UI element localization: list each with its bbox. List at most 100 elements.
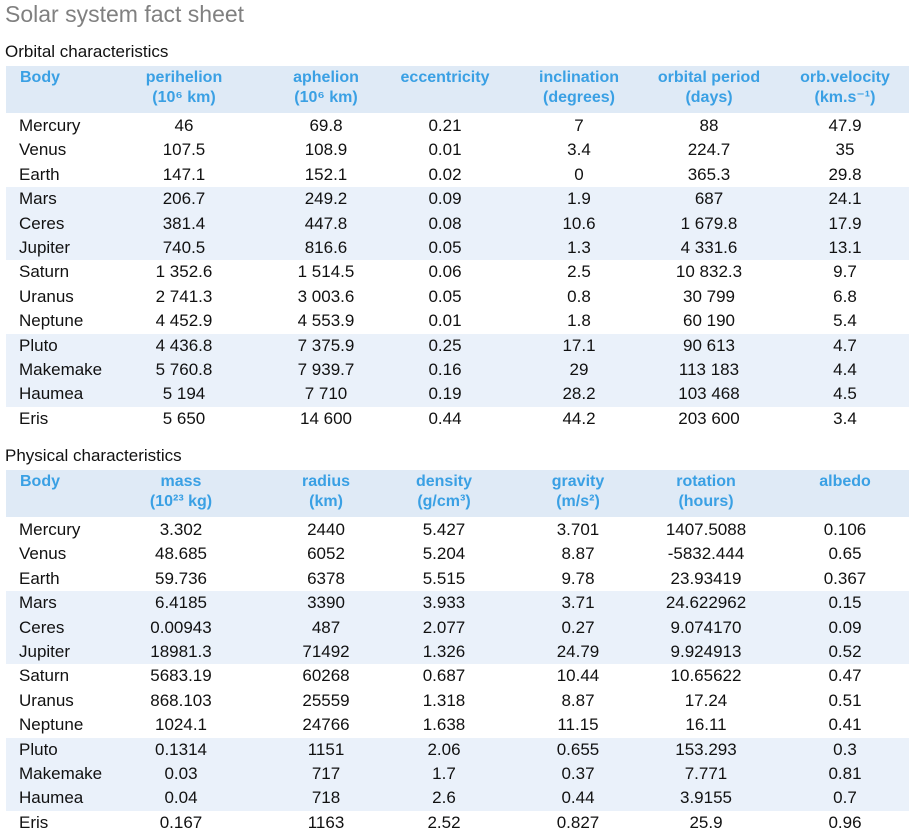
orbital-cell-aphelion: 3 003.6 [297,286,355,306]
physical-cell-albedo: 0.41 [828,715,862,735]
orbital-cell-orbital-period: 224.7 [687,140,731,160]
orbital-cell-aphelion: 1 514.5 [297,262,355,282]
physical-cell-rotation: 3.9155 [680,788,732,808]
orbital-cell-aphelion: 108.9 [304,140,348,160]
orbital-cell-inclination: 10.6 [562,213,596,233]
physical-cell-gravity: 24.79 [556,641,600,661]
orbital-table-row: Mars 206.7 249.2 0.09 1.9 687 24.1 [6,187,909,212]
physical-cell-body: Neptune [19,715,84,735]
physical-cell-rotation: -5832.444 [667,544,745,564]
physical-cell-mass: 0.04 [164,788,198,808]
orbital-cell-aphelion: 4 553.9 [297,311,355,331]
orbital-cell-perihelion: 381.4 [162,213,206,233]
physical-table-body: Mercury 3.302 2440 5.427 3.701 1407.5088 0.106… [6,518,909,835]
orbital-cell-inclination: 0.8 [567,286,591,306]
orbital-cell-orbital-period: 203 600 [678,408,740,428]
physical-cell-radius: 24766 [302,715,350,735]
physical-header-rotation: rotation (hours) [676,473,736,510]
orbital-cell-orb-velocity: 9.7 [833,262,857,282]
orbital-table-body: Mercury 46 69.8 0.21 7 88 47.9 Venus 107.5 108.9 0… [6,114,909,431]
orbital-cell-orbital-period: 113 183 [678,359,740,379]
physical-cell-albedo: 0.09 [828,617,862,637]
physical-cell-gravity: 0.44 [561,788,595,808]
physical-cell-density: 5.427 [422,520,466,539]
orbital-cell-perihelion: 5 194 [162,384,206,404]
orbital-cell-orbital-period: 88 [699,116,719,135]
physical-cell-radius: 2440 [307,520,345,539]
physical-table-row: Neptune 1024.1 24766 1.638 11.15 16.11 0.41 [6,713,909,737]
physical-cell-density: 3.933 [422,593,466,613]
physical-table-row: Venus 48.685 6052 5.204 8.87 -5832.444 0.65 [6,542,909,566]
physical-cell-albedo: 0.52 [828,641,862,661]
physical-cell-radius: 487 [311,617,341,637]
orbital-cell-inclination: 29 [569,359,589,379]
physical-cell-radius: 1163 [307,812,345,832]
orbital-table-row: Neptune 4 452.9 4 553.9 0.01 1.8 60 190 5.4 [6,309,909,333]
orbital-cell-eccentricity: 0.05 [428,286,462,306]
orbital-cell-orb-velocity: 35 [835,140,855,160]
physical-header-body: Body [20,473,60,490]
physical-cell-albedo: 0.3 [833,739,857,759]
physical-table-row: Haumea 0.04 718 2.6 0.44 3.9155 0.7 [6,786,909,811]
orbital-cell-eccentricity: 0.16 [428,359,462,379]
orbital-table-row: Ceres 381.4 447.8 0.08 10.6 1 679.8 17.9 [6,211,909,236]
physical-cell-body: Venus [19,544,67,564]
orbital-cell-inclination: 17.1 [562,335,596,355]
physical-cell-density: 2.6 [432,788,456,808]
physical-cell-gravity: 0.27 [561,617,595,637]
physical-table-row: Uranus 868.103 25559 1.318 8.87 17.24 0.51 [6,689,909,713]
orbital-table-row: Jupiter 740.5 816.6 0.05 1.3 4 331.6 13.1 [6,235,909,261]
physical-cell-mass: 6.4185 [155,593,207,613]
orbital-cell-orb-velocity: 4.5 [833,384,857,404]
physical-cell-rotation: 9.074170 [670,617,742,637]
physical-table-row: Mercury 3.302 2440 5.427 3.701 1407.5088 0.106 [6,518,909,542]
physical-cell-rotation: 17.24 [684,690,728,710]
orbital-table-row: Makemake 5 760.8 7 939.7 0.16 29 113 183 4.4 [6,357,909,383]
orbital-cell-orb-velocity: 3.4 [833,408,857,428]
orbital-cell-body: Earth [19,164,60,184]
orbital-cell-orbital-period: 365.3 [687,164,731,184]
physical-cell-density: 1.318 [422,690,466,710]
physical-cell-density: 2.52 [427,812,461,832]
orbital-cell-eccentricity: 0.06 [428,262,462,282]
orbital-cell-orb-velocity: 4.4 [833,359,857,379]
physical-cell-mass: 18981.3 [150,641,212,661]
orbital-cell-body: Jupiter [19,237,71,257]
orbital-cell-orb-velocity: 47.9 [828,116,862,135]
physical-cell-rotation: 10.65622 [670,666,742,686]
orbital-cell-aphelion: 152.1 [304,164,348,184]
orbital-cell-orbital-period: 1 679.8 [680,213,738,233]
orbital-cell-aphelion: 7 939.7 [297,359,355,379]
physical-cell-rotation: 23.93419 [670,568,742,588]
physical-cell-rotation: 1407.5088 [665,520,747,539]
physical-cell-mass: 0.167 [159,812,203,832]
orbital-cell-eccentricity: 0.02 [428,164,462,184]
physical-cell-radius: 60268 [302,666,350,686]
orbital-cell-inclination: 44.2 [562,408,596,428]
orbital-header-perihelion: perihelion (10⁶ km) [145,69,223,106]
physical-cell-gravity: 3.71 [561,593,595,613]
page-title: Solar system fact sheet [5,1,245,27]
physical-table: Body mass (10²³ kg) radius (km) density (g/… [6,470,909,835]
physical-cell-body: Pluto [19,739,58,759]
physical-cell-body: Saturn [19,666,70,686]
orbital-cell-eccentricity: 0.01 [428,140,462,160]
orbital-cell-inclination: 1.9 [567,189,591,209]
physical-cell-radius: 6052 [307,544,345,564]
physical-cell-radius: 1151 [307,739,345,759]
orbital-cell-orb-velocity: 17.9 [828,213,862,233]
physical-cell-mass: 868.103 [150,690,212,710]
orbital-cell-inclination: 0 [574,164,584,184]
orbital-cell-inclination: 1.8 [567,311,591,331]
orbital-table-row: Uranus 2 741.3 3 003.6 0.05 0.8 30 799 6.8 [6,285,909,309]
orbital-header-aphelion: aphelion (10⁶ km) [293,69,359,106]
orbital-header-orb-velocity: orb.velocity (km.s⁻¹) [800,69,890,106]
orbital-cell-aphelion: 7 710 [304,384,348,404]
orbital-cell-body: Mars [19,189,57,209]
orbital-cell-perihelion: 5 650 [162,408,206,428]
physical-table-row: Pluto 0.1314 1151 2.06 0.655 153.293 0.3 [6,737,909,762]
physical-cell-rotation: 16.11 [685,715,727,735]
orbital-cell-inclination: 3.4 [567,140,591,160]
physical-cell-body: Mars [19,593,57,613]
physical-cell-density: 0.687 [422,666,466,686]
